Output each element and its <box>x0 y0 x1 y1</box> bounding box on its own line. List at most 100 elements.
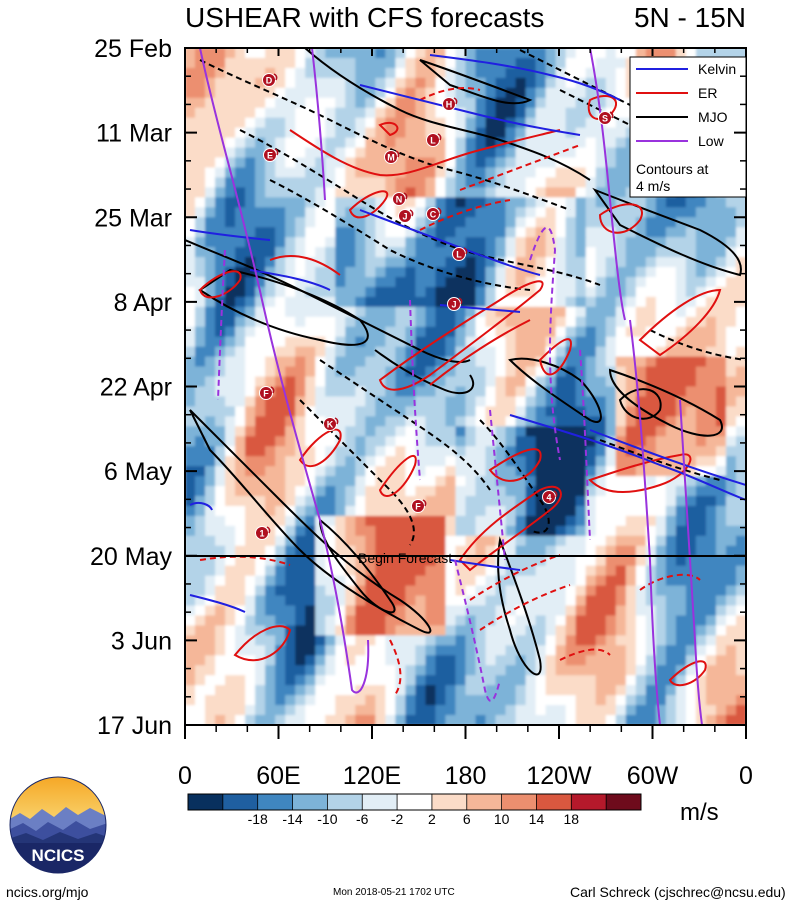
storm-marker-label: H <box>446 100 453 110</box>
footer-timestamp: Mon 2018-05-21 1702 UTC <box>333 887 455 898</box>
storm-marker-label: M <box>387 153 395 163</box>
mjo-contours <box>185 48 742 676</box>
low-contours-negative <box>217 226 591 702</box>
legend-label: Low <box>698 133 725 149</box>
colorbar-swatch <box>362 794 398 810</box>
colorbar-swatch <box>536 794 572 810</box>
footer-author: Carl Schreck (cjschrec@ncsu.edu) <box>570 884 786 900</box>
storm-marker-label: F <box>263 389 269 399</box>
y-tick-label: 20 May <box>90 543 172 571</box>
colorbar-swatch <box>222 794 258 810</box>
wave-contours <box>185 48 746 725</box>
storm-marker: F <box>259 386 275 400</box>
storm-marker-label: L <box>456 250 462 260</box>
legend: Kelvin ER MJO Low Contours at 4 m/s <box>629 56 747 198</box>
legend-label: Kelvin <box>698 61 736 77</box>
storm-marker: L <box>452 247 468 261</box>
colorbar-tick-label: -10 <box>317 811 337 827</box>
x-tick-label: 120E <box>343 762 401 790</box>
y-tick-label: 11 Mar <box>96 120 172 148</box>
colorbar-tick-label: -2 <box>391 811 404 827</box>
colorbar-swatch <box>606 794 642 810</box>
y-axis: 25 Feb 11 Mar 25 Mar 8 Apr 22 Apr 6 May 20 May… <box>90 35 746 740</box>
y-tick-label: 25 Feb <box>94 35 172 63</box>
y-tick-label: 17 Jun <box>97 712 172 740</box>
x-axis: 0 60E 120E 180 120W 60W 0 <box>178 48 753 790</box>
colorbar-swatch <box>188 794 224 810</box>
er-contours <box>198 95 722 687</box>
colorbar-swatch <box>571 794 607 810</box>
storm-marker-label: N <box>396 195 403 205</box>
colorbar-swatch <box>397 794 433 810</box>
colorbar-swatch <box>327 794 363 810</box>
storm-marker-label: 4 <box>546 493 551 503</box>
colorbar-tick-label: -18 <box>248 811 268 827</box>
storm-marker-label: S <box>602 114 608 124</box>
low-contours <box>199 48 703 725</box>
storm-marker: D <box>262 73 278 87</box>
legend-entry: Low <box>636 133 725 149</box>
legend-entry: ER <box>636 85 717 101</box>
colorbar-tick-label: 2 <box>428 811 436 827</box>
storm-marker: M <box>384 150 400 164</box>
chart-region: 5N - 15N <box>634 2 746 33</box>
x-tick-label: 120W <box>526 762 592 790</box>
y-tick-label: 22 Apr <box>100 374 172 402</box>
x-tick-label: 60E <box>256 762 300 790</box>
storm-marker-label: D <box>266 76 273 86</box>
legend-label: MJO <box>698 109 728 125</box>
x-tick-label: 180 <box>445 762 487 790</box>
storm-marker: C <box>426 207 442 221</box>
x-tick-label: 60W <box>627 762 679 790</box>
footer-website: ncics.org/mjo <box>6 884 89 900</box>
storm-marker: J <box>398 209 414 223</box>
storm-marker-label: L <box>430 136 436 146</box>
colorbar-swatch <box>501 794 537 810</box>
colorbar: -18 -14 -10 -6 -2 2 6 10 14 18 <box>187 793 642 827</box>
storm-marker: L <box>426 133 442 147</box>
storm-marker: J <box>447 297 463 311</box>
storm-marker: E <box>263 148 279 162</box>
colorbar-tick-label: 6 <box>463 811 471 827</box>
storm-marker-label: K <box>327 420 334 430</box>
colorbar-tick-label: 18 <box>564 811 580 827</box>
legend-entry: MJO <box>636 109 728 125</box>
storm-marker: F <box>411 499 427 513</box>
legend-note-line2: 4 m/s <box>636 178 670 194</box>
x-tick-label: 0 <box>739 762 753 790</box>
storm-marker-label: E <box>267 151 273 161</box>
x-tick-label: 0 <box>178 762 192 790</box>
y-tick-label: 8 Apr <box>114 289 172 317</box>
legend-entry: Kelvin <box>636 61 736 77</box>
forecast-label: Begin Forecast <box>358 550 452 566</box>
colorbar-tick-label: -6 <box>356 811 369 827</box>
logo-text: NCICS <box>32 846 85 865</box>
colorbar-unit: m/s <box>680 799 719 826</box>
colorbar-tick-label: -14 <box>282 811 302 827</box>
legend-label: ER <box>698 85 717 101</box>
colorbar-tick-label: 14 <box>529 811 545 827</box>
storm-marker: H <box>442 97 458 111</box>
colorbar-swatch <box>431 794 468 810</box>
y-tick-label: 25 Mar <box>94 204 172 232</box>
colorbar-swatch <box>292 794 328 810</box>
storm-marker: 1 <box>255 526 271 540</box>
chart-title: USHEAR with CFS forecasts <box>185 2 544 33</box>
storm-marker: 4 <box>542 490 558 504</box>
storm-marker: N <box>392 192 408 206</box>
y-tick-label: 6 May <box>104 458 173 486</box>
colorbar-swatch <box>466 794 502 810</box>
kelvin-contours <box>189 54 746 613</box>
storm-marker-label: C <box>430 210 437 220</box>
colorbar-swatch <box>257 794 293 810</box>
storm-marker-label: F <box>415 502 421 512</box>
y-tick-label: 3 Jun <box>111 627 172 655</box>
storm-marker-label: J <box>402 212 407 222</box>
storm-marker: K <box>323 417 339 431</box>
legend-note-line1: Contours at <box>636 161 708 177</box>
storm-marker: S <box>598 111 614 125</box>
storm-marker-label: J <box>451 300 456 310</box>
storm-marker-label: 1 <box>259 529 264 539</box>
